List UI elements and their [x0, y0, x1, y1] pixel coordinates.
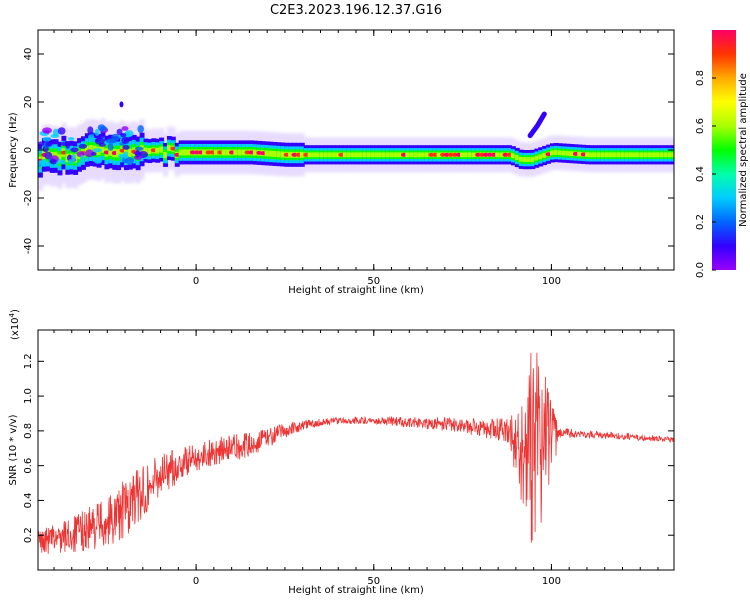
colorbar-tick-label: 0.2: [695, 214, 706, 230]
x-tick-label: 0: [193, 576, 199, 587]
spectrogram-image: [38, 101, 674, 192]
y-tick-label: 0.4: [23, 492, 34, 508]
y-tick-label: 0: [23, 147, 34, 153]
spectrogram-frame: [37, 29, 675, 271]
x-tick-label: 50: [367, 276, 380, 287]
x-tick-label: 100: [542, 276, 561, 287]
snr-scale-exponent: 4: [8, 312, 16, 317]
snr-background: [38, 330, 674, 570]
y-tick-label: 20: [23, 96, 34, 109]
y-tick-label: -20: [23, 190, 34, 206]
snr-panel: 0 50 100 0.2 0.4 0.6 0.8 1.0 1.2 Height of strai…: [8, 309, 675, 596]
x-tick-label: 100: [542, 576, 561, 587]
colorbar-bar: [712, 30, 736, 270]
colorbar-tick-label: 0.4: [695, 166, 706, 182]
snr-ylabel: SNR (10 * v/v): [8, 414, 19, 485]
colorbar-tick-label: 0.6: [695, 118, 706, 134]
snr-scale-label: (x104): [8, 309, 21, 340]
snr-ticks: 0 50 100 0.2 0.4 0.6 0.8 1.0 1.2: [23, 330, 674, 587]
spectrogram-core: [38, 101, 674, 178]
x-tick-label: 0: [193, 276, 199, 287]
y-tick-label: 40: [23, 48, 34, 61]
colorbar-tick-label: 0.0: [695, 262, 706, 278]
y-tick-label: -40: [23, 238, 34, 254]
snr-xlabel: Height of straight line (km): [288, 585, 424, 596]
spectrogram-ylabel: Frequency (Hz): [8, 112, 19, 188]
spectrogram-xlabel: Height of straight line (km): [288, 285, 424, 296]
x-tick-label: 50: [367, 576, 380, 587]
y-tick-label: 1.2: [23, 353, 34, 369]
y-tick-label: 0.8: [23, 423, 34, 439]
snr-frame: [37, 329, 675, 571]
snr-scale-prefix: (x10: [10, 317, 21, 340]
colorbar-tick-label: 0.8: [695, 70, 706, 86]
snr-scale-suffix: ): [10, 309, 21, 313]
y-tick-label: 1.0: [23, 388, 34, 404]
spectrogram-panel: 0 50 100 -40 -20 0 20 40 Height of straight lin…: [8, 29, 675, 296]
figure-title: C2E3.2023.196.12.37.G16: [270, 3, 442, 18]
colorbar-label: Normalized spectral amplitude: [738, 73, 749, 227]
colorbar: 0.0 0.2 0.4 0.6 0.8 Normalized spectral ampl…: [695, 30, 749, 278]
snr-series-line: [38, 352, 674, 555]
y-tick-label: 0.6: [23, 458, 34, 474]
snr-plot-area: [38, 352, 674, 555]
colorbar-ticks: 0.0 0.2 0.4 0.6 0.8: [695, 70, 716, 278]
y-tick-label: 0.2: [23, 527, 34, 543]
